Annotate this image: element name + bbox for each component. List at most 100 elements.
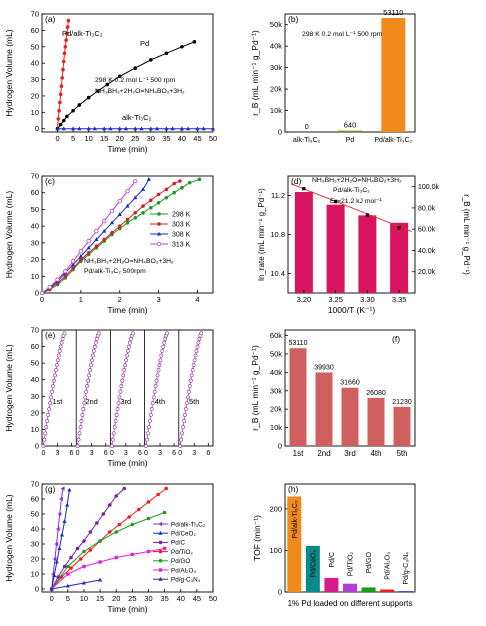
panel-c-catalyst: Pd/alk-Ti₃C₂ 500rpm [84,268,146,275]
panel-g-series-3-point [107,530,112,534]
panel-f-bar [315,372,333,446]
panel-b-ytick-label: 20k [270,85,282,94]
panel-g-xtick-label: 50 [209,594,217,603]
panel-f-ytick-label: 10k [270,423,282,432]
panel-g-series-2-point [82,539,86,543]
panel-g-series-2-point [62,564,67,569]
panel-g-series-1-point [52,573,57,577]
panel-g-legend-marker [158,549,163,554]
panel-a-xtick-label: 15 [100,134,108,143]
panel-g-ylabel: Hydrogen Volume (mL) [4,494,14,582]
panel-e-point [46,413,51,417]
panel-a-series-1-point [86,95,91,100]
panel-g-series-0-point [59,496,63,502]
panel-e-xtick-label: 6 [172,450,176,457]
panel-e-point [148,413,153,417]
panel-c-xtick-label: 4 [195,295,199,304]
panel-e-point [125,353,130,358]
panel-a-xtick-label: 50 [209,134,217,143]
panel-e-point [83,395,88,400]
panel-c-series-0-point [125,221,130,225]
panel-c-ytick-label: 40 [31,222,39,231]
panel-e-point [79,419,84,423]
panel-g-series-3-point [88,548,93,552]
panel-b-ytick-label: 50k [270,20,282,29]
panel-g-series-0-point [55,526,60,532]
panel-a-equation: NH₃BH₃+2H₂O=NH₄BO₂+3H₂ [95,88,185,95]
panel-e-xtick-label: 0 [110,450,114,457]
panel-e-point [90,358,94,363]
panel-e-ytick-label: 40 [31,375,39,384]
panel-f-ytick-label: 0 [278,442,282,451]
panel-e-point [116,401,121,406]
panel-c-series-0-point [180,185,184,190]
panel-g-series-1-line [51,489,70,590]
panel-a-series-2-point [123,126,129,131]
panel-h-ytick-label: 100 [269,546,282,555]
panel-d-ytick-right-label: 20.0k [418,269,436,276]
panel-g-legend-label: Pd/C [171,540,185,547]
panel-c-series-1-point [79,257,83,262]
panel-g-series-5-point [114,555,118,560]
panel-e-point [183,413,187,417]
panel-h-category-label: Pd/CeO₂ [310,550,317,578]
panel-d-fit-line [290,183,413,233]
panel-g-series-6-line [51,579,101,590]
panel-e-point [85,384,90,389]
panel-e-point [89,363,93,368]
panel-e-point [196,340,201,345]
panel-b-ytick-label: 30k [270,63,282,72]
panel-c-series-2-point [146,177,151,181]
panel-g-legend-marker [158,530,163,535]
panel-c-series-1-point [110,231,114,235]
panel-c-series-1-point [149,198,153,203]
panel-e-point [165,331,169,336]
panel-e-point [43,431,48,436]
panel-g-series-3-point [127,515,131,519]
panel-e-point [184,407,188,411]
panel-g-series-5-point [82,564,86,569]
panel-c-series-3-point [55,277,60,282]
panel-d-xtick-label: 3.30 [360,295,375,304]
panel-h-bar [398,591,413,592]
panel-g-xtick-label: 5 [66,594,70,603]
panel-d-ytick-label: 11.2 [271,191,285,200]
panel-e-point [163,337,168,341]
panel-c-series-3-point [117,198,122,204]
panel-g-series-2-point [75,546,80,551]
panel-a-series-2-point [61,126,66,131]
panel-e-point [76,437,81,442]
panel-g-series-1-point [62,519,67,523]
panel-e-point [109,444,114,448]
panel-c-series-1-point [71,266,75,270]
panel-e-ytick-label: 70 [31,326,39,335]
panel-e-xtick-label: 3 [56,450,60,457]
panel-g-series-3-point [146,500,151,504]
panel-c-ytick-label: 70 [31,172,39,181]
panel-e-point [53,368,58,373]
panel-g-legend-label: Pd/g-C₃N₄ [171,577,201,584]
panel-g-series-3-point [136,507,141,512]
panel-e-cycle-label: 1st [52,397,63,406]
panel-a-frame [41,13,214,133]
panel-c-series-3-point [86,238,91,244]
panel-b-category-label: alk-Ti₃C₂ [293,137,321,144]
panel-h-category-label: Pd/Al₂O₃ [385,552,392,580]
panel-e-point [161,344,166,349]
panel-d-bar [390,222,409,293]
panel-g-series-2-point [69,555,73,560]
panel-g-legend-label: Pd/GO [171,558,190,565]
panel-g-tag: (g) [45,484,56,494]
panel-a-series-0-point [62,51,67,56]
panel-a-series-2-point [133,126,138,131]
panel-c-series-1-point [94,244,99,248]
panel-e-point [129,337,133,341]
panel-f-tag: (f) [392,334,400,344]
panel-e-point [114,413,119,417]
panel-c-series-2-point [140,187,146,191]
panel-e-point [178,444,183,448]
panel-e-xtick-label: 3 [158,450,162,457]
panel-a-series-2-point [195,126,200,131]
panel-c-series-2-point [78,253,83,258]
panel-g-xtick-label: 0 [50,594,54,603]
